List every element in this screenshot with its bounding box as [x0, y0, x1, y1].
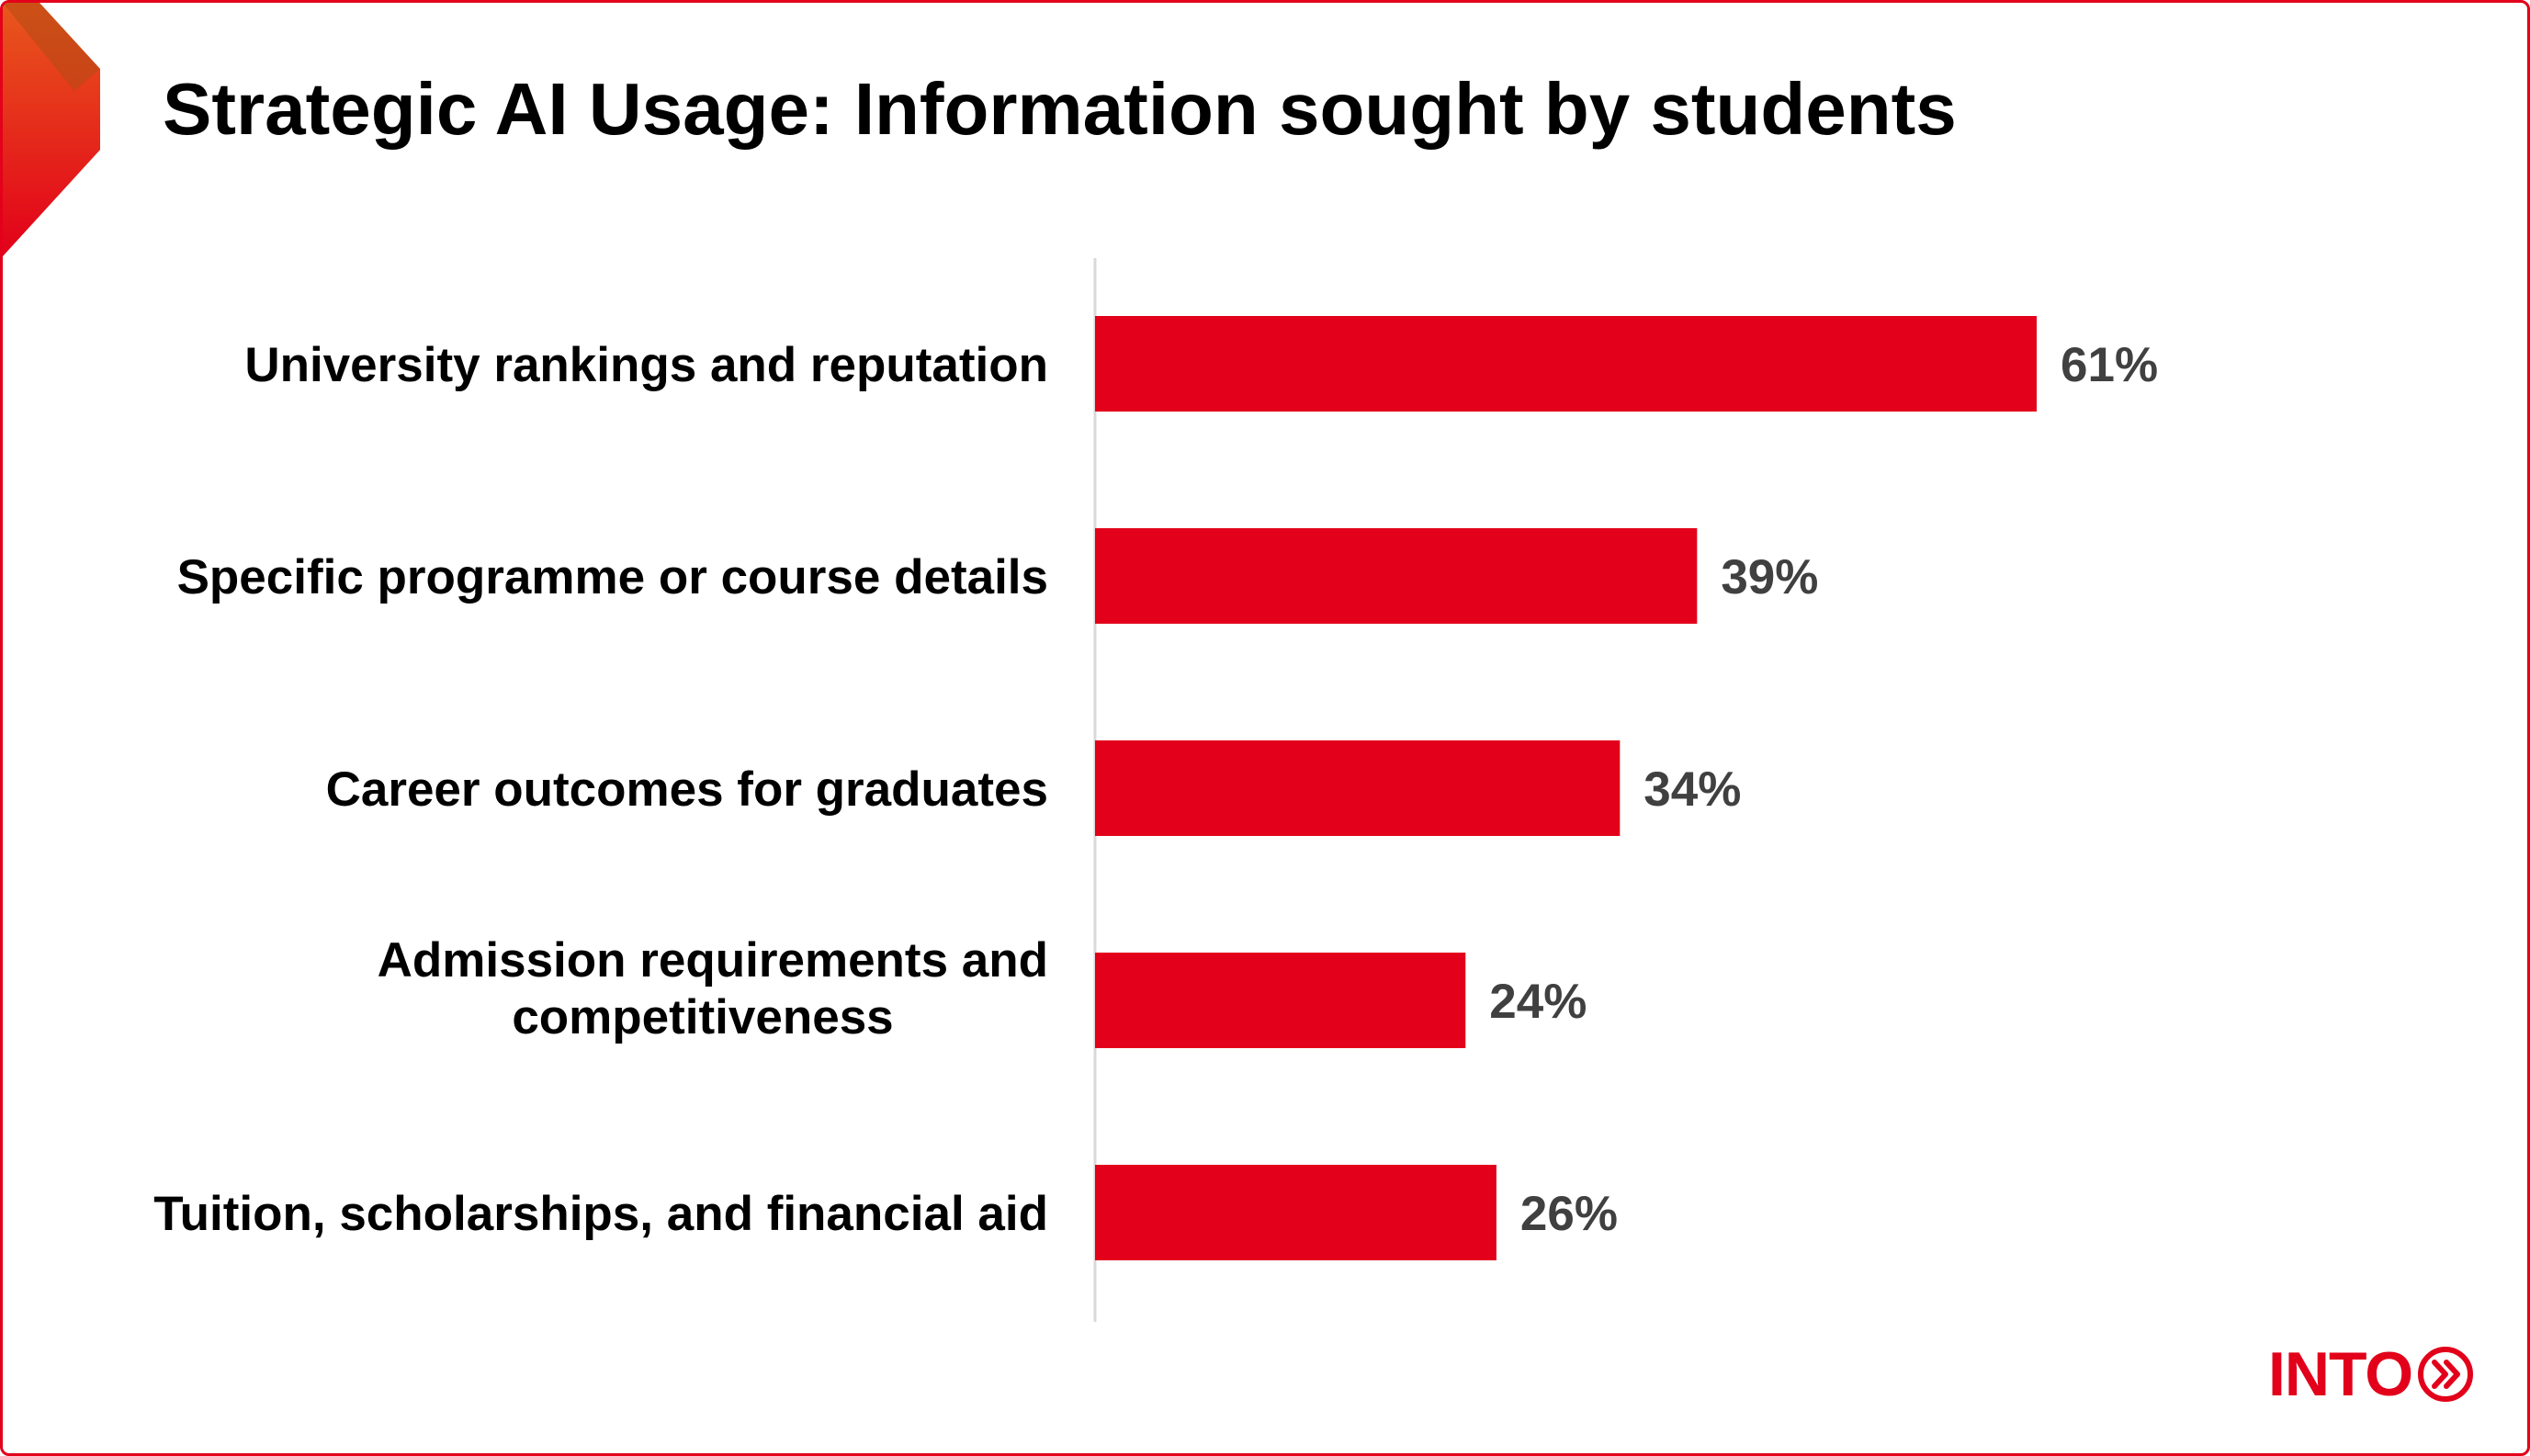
- category-label: University rankings and reputation: [244, 338, 1048, 392]
- into-logo: INTO: [2268, 1342, 2475, 1406]
- bar: [1095, 528, 1698, 624]
- value-label: 24%: [1489, 975, 1587, 1029]
- value-label: 26%: [1520, 1187, 1618, 1241]
- bar: [1095, 740, 1621, 836]
- category-label: Specific programme or course details: [177, 550, 1048, 604]
- category-label: Admission requirements and competitivenes…: [378, 933, 1048, 1044]
- category-label: Career outcomes for graduates: [326, 762, 1048, 817]
- value-label: 34%: [1643, 762, 1741, 817]
- logo-text: INTO: [2268, 1339, 2413, 1409]
- bar-chart: 61% University rankings and reputation 39%…: [153, 258, 2158, 1322]
- value-label: 61%: [2061, 338, 2158, 392]
- chevron-right-icon: [3, 3, 100, 256]
- page-title: Strategic AI Usage: Information sought b…: [163, 68, 1957, 150]
- bar: [1095, 316, 2037, 412]
- category-label: Tuition, scholarships, and financial aid: [153, 1187, 1048, 1241]
- value-label: 39%: [1721, 550, 1818, 604]
- bar: [1095, 953, 1466, 1048]
- double-chevron-circle-icon: [2418, 1347, 2474, 1402]
- bar: [1095, 1165, 1497, 1260]
